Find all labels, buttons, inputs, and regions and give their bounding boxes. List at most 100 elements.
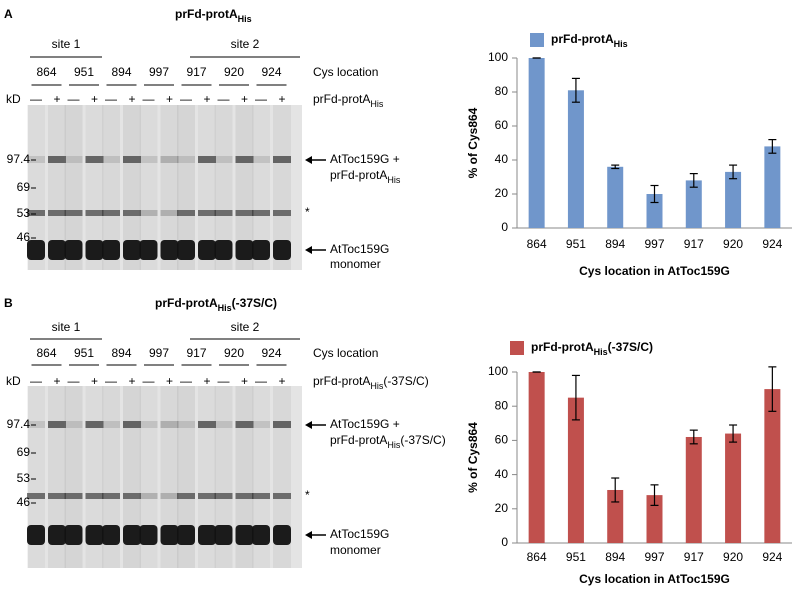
cys-location-label: Cys location [313,346,378,360]
lane-smear [198,105,216,270]
lane-smear [102,105,120,270]
annotation: AtToc159G + [330,417,400,431]
band [123,156,141,163]
band [139,210,158,216]
cys-label: 997 [149,65,169,79]
lane-smear [252,386,270,568]
lane-smear [48,105,66,270]
lane-smear [27,386,45,568]
band [177,421,195,428]
lane-sign: — [255,92,267,106]
x-tick-label: 917 [684,237,704,251]
band [235,240,254,260]
band [177,493,195,499]
y-tick-label: 60 [495,433,509,447]
annotation: AtToc159G + [330,152,400,166]
lane-smear [214,105,233,270]
cys-label: 951 [74,65,94,79]
lane-sign: + [91,374,98,388]
band [123,210,141,216]
y-tick-label: 100 [488,50,508,64]
arrowhead [305,246,312,254]
band [160,525,179,545]
annotation: AtToc159G [330,527,389,541]
lane-sign: + [241,92,248,106]
bar [764,389,781,543]
arrowhead [305,421,312,429]
lane-smear [198,386,216,568]
legend-label-part: (-37S/C) [608,340,653,354]
cys-label: 997 [149,346,169,360]
band [273,156,291,163]
bar [685,436,702,543]
lane-sign: — [218,374,230,388]
lane-sign: — [143,374,155,388]
y-tick-label: 100 [488,364,508,378]
bar [685,180,702,228]
y-tick-label: 20 [495,186,509,200]
site-label: site 2 [231,37,260,51]
treatment-label-part: His [370,99,383,109]
marker-label: 53 [17,471,31,485]
bar [725,171,742,228]
band [214,156,233,163]
bar [646,495,663,543]
lane-sign: + [128,92,135,106]
x-tick-label: 894 [605,237,625,251]
x-tick-label: 894 [605,550,625,564]
lane-smear [64,105,83,270]
band [102,493,120,499]
lane-sign: — [143,92,155,106]
panel-label: B [4,296,13,310]
legend-label: prFd-protAHis(-37S/C) [531,340,653,357]
band [160,240,179,260]
cys-label: 894 [111,65,131,79]
band [85,493,104,499]
treatment-label: prFd-protAHis [313,92,384,109]
band [85,421,104,428]
lane-smear [214,386,233,568]
marker-label: 53 [17,206,31,220]
legend-label-part: prFd-protA [531,340,594,354]
bar [528,372,545,543]
band [198,525,216,545]
band [252,493,270,499]
band [123,421,141,428]
error-bar [768,366,777,412]
band [48,156,66,163]
arrowhead [305,156,312,164]
error-bar [571,374,580,421]
band [64,493,83,499]
panel-title: prFd-protAHis [175,7,252,24]
band [252,210,270,216]
marker-label: 69 [17,445,31,459]
band [252,240,270,260]
bar [567,90,584,228]
cys-label: 924 [261,65,281,79]
band [214,210,233,216]
y-tick-label: 80 [495,398,509,412]
x-tick-label: 997 [644,550,664,564]
lane-sign: — [255,374,267,388]
band [48,421,66,428]
lane-smear [177,105,195,270]
band [214,421,233,428]
lane-smear [139,386,158,568]
error-bar [650,184,659,204]
band [102,240,120,260]
legend-label-part: prFd-protA [551,32,614,46]
annotation-part: His [387,175,400,185]
band [273,493,291,499]
x-tick-label: 917 [684,550,704,564]
lane-sign: + [91,92,98,106]
band [64,525,83,545]
cys-label: 920 [224,65,244,79]
band [252,421,270,428]
band [102,210,120,216]
band [102,525,120,545]
panel-title-part: prFd-protA [155,296,218,310]
annotation-part: monomer [330,257,381,271]
lane-smear [235,105,254,270]
y-tick-label: 0 [501,535,508,549]
panel-title-part: His [218,303,232,313]
